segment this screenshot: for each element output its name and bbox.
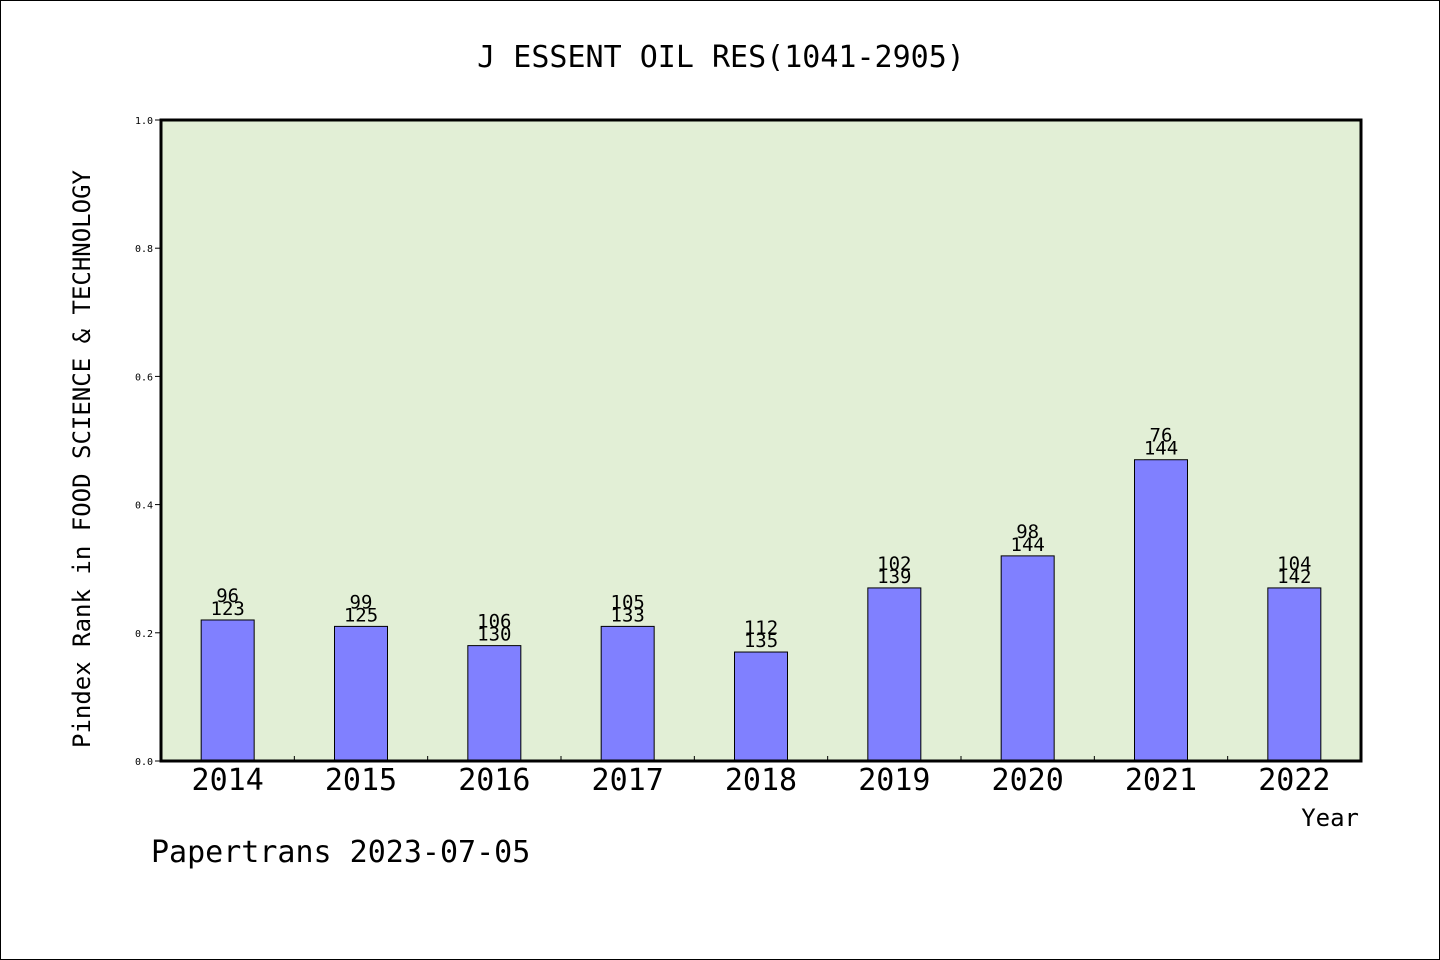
x-tick-label: 2014 xyxy=(192,763,264,798)
x-tick-label: 2019 xyxy=(858,763,930,798)
bar-rank-label: 104 xyxy=(1277,553,1311,575)
bar-rank-label: 106 xyxy=(477,611,511,633)
bar-2016 xyxy=(467,645,522,762)
x-tick-label: 2015 xyxy=(325,763,397,798)
bar-rank-label: 99 xyxy=(350,591,373,613)
bar-rank-label: 105 xyxy=(611,591,645,613)
y-tick-label: 0.0 xyxy=(135,757,153,768)
y-tick-label: 1.0 xyxy=(135,116,153,127)
x-tick-label: 2022 xyxy=(1258,763,1330,798)
bar-total-label: 130 xyxy=(477,624,511,646)
x-tick-label: 2020 xyxy=(992,763,1064,798)
y-axis-label: Pindex Rank in FOOD SCIENCE & TECHNOLOGY xyxy=(68,169,96,748)
bar-rank-label: 96 xyxy=(216,585,239,607)
bar-2014 xyxy=(200,619,255,762)
bar-rank-label: 98 xyxy=(1016,521,1039,543)
bar-total-label: 139 xyxy=(877,566,911,588)
plot-border xyxy=(159,118,1363,763)
bar-total-label: 123 xyxy=(211,598,245,620)
bar-rank-label: 112 xyxy=(744,617,778,639)
bar-2018 xyxy=(734,651,788,762)
bar-2022 xyxy=(1267,587,1322,762)
footer-credit: Papertrans 2023-07-05 xyxy=(151,835,531,870)
bar-total-label: 142 xyxy=(1277,566,1311,588)
x-tick-label: 2018 xyxy=(725,763,797,798)
bar-2019 xyxy=(867,587,922,762)
y-tick-label: 0.6 xyxy=(135,372,153,383)
bar-rank-label: 102 xyxy=(877,553,911,575)
bar-2020 xyxy=(1000,555,1055,762)
bar-total-label: 144 xyxy=(1144,438,1178,460)
y-tick-label: 0.8 xyxy=(135,244,153,255)
bar-2015 xyxy=(334,625,388,762)
chart-title: J ESSENT OIL RES(1041-2905) xyxy=(477,40,965,75)
y-tick-label: 0.2 xyxy=(135,629,153,640)
bar-total-label: 135 xyxy=(744,630,778,652)
bar-total-label: 133 xyxy=(611,604,645,626)
bar-total-label: 144 xyxy=(1011,534,1045,556)
x-tick-label: 2017 xyxy=(592,763,664,798)
bar-2021 xyxy=(1134,459,1188,762)
x-tick-label: 2021 xyxy=(1125,763,1197,798)
y-tick-label: 0.4 xyxy=(135,501,153,512)
x-tick-label: 2016 xyxy=(458,763,530,798)
bar-rank-label: 76 xyxy=(1150,425,1173,447)
bar-total-label: 125 xyxy=(344,604,378,626)
bar-2017 xyxy=(600,625,655,762)
x-axis-label: Year xyxy=(1301,804,1359,832)
